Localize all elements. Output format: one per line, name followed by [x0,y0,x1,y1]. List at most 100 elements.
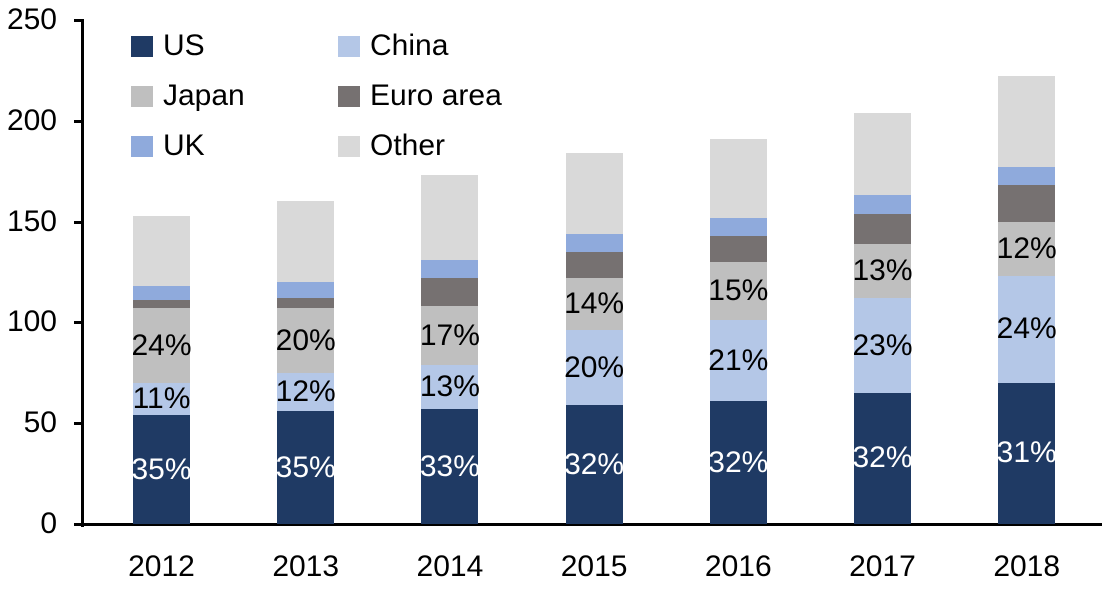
legend-item-japan: Japan [131,81,338,111]
x-tick-label-2014: 2014 [416,550,484,583]
bar-segment-euro-area-2017 [854,213,911,244]
bar-segment-uk-2012 [133,286,190,301]
y-axis-line [81,19,84,527]
legend-label: US [163,29,205,62]
segment-label-us-2018: 31% [996,436,1057,470]
bar-segment-china-2017 [854,298,911,393]
segment-label-us-2017: 32% [852,441,913,475]
legend-item-china: China [338,31,502,61]
bar-segment-us-2018 [998,382,1056,524]
segment-label-us-2014: 33% [419,449,480,483]
bar-segment-us-2012 [133,415,190,524]
legend-label: Euro area [370,79,502,112]
bar-segment-uk-2016 [709,217,767,236]
y-tick-200 [74,119,82,123]
segment-label-us-2016: 32% [708,445,769,479]
legend-item-other: Other [338,131,502,161]
bar-segment-other-2017 [854,112,911,196]
bar-segment-other-2012 [133,215,190,287]
bar-segment-other-2018 [998,76,1056,168]
y-tick-label-150: 150 [6,204,57,238]
bar-segment-uk-2018 [998,167,1056,186]
bar-segment-euro-area-2014 [421,278,479,307]
bar-segment-china-2014 [421,364,479,410]
bar-segment-china-2012 [133,382,190,416]
y-tick-label-100: 100 [6,305,57,339]
bar-segment-japan-2012 [133,308,190,383]
segment-label-china-2012: 11% [132,382,191,415]
segment-label-japan-2017: 13% [852,253,913,287]
segment-label-japan-2014: 17% [419,318,480,352]
segment-label-china-2018: 24% [996,312,1057,346]
bar-segment-uk-2014 [421,259,479,279]
x-axis-line [74,523,1102,526]
bar-segment-japan-2015 [565,278,623,331]
x-tick-label-2012: 2012 [128,550,195,583]
segment-label-china-2014: 13% [419,369,480,403]
bar-segment-uk-2015 [565,233,623,252]
bar-segment-us-2015 [565,405,623,524]
legend-label: Other [370,129,446,162]
y-tick-100 [74,321,82,325]
bar-segment-china-2013 [277,372,335,412]
bar-segment-us-2013 [277,411,335,524]
legend-item-euro-area: Euro area [338,81,502,111]
bar-segment-japan-2016 [709,261,767,321]
bar-segment-euro-area-2018 [998,185,1056,222]
x-tick-label-2016: 2016 [704,550,772,583]
bar-segment-euro-area-2012 [133,300,190,309]
segment-label-china-2016: 21% [708,343,769,377]
y-tick-150 [74,220,82,224]
segment-label-japan-2016: 15% [708,274,769,308]
y-tick-250 [74,19,82,22]
segment-label-china-2017: 23% [852,328,913,362]
legend-item-us: US [131,31,338,61]
x-tick-label-2013: 2013 [272,550,340,583]
y-tick-label-0: 0 [40,507,57,540]
bar-segment-china-2015 [565,330,623,406]
segment-label-japan-2015: 14% [564,287,625,321]
segment-label-china-2013: 12% [275,374,336,408]
bar-segment-other-2016 [709,138,767,218]
legend-swatch-icon [338,35,360,57]
legend-swatch-icon [131,85,153,107]
y-tick-label-50: 50 [23,406,57,440]
segment-label-china-2015: 20% [564,350,625,384]
segment-label-us-2013: 35% [275,450,336,484]
bar-segment-other-2014 [421,175,479,260]
bar-segment-japan-2013 [277,308,335,373]
segment-label-japan-2012: 24% [131,328,192,362]
segment-label-japan-2018: 12% [996,231,1057,265]
segment-label-us-2015: 32% [564,447,625,481]
legend-swatch-icon [131,135,153,157]
bar-segment-japan-2014 [421,306,479,365]
bar-segment-us-2014 [421,409,479,524]
bar-segment-other-2015 [565,153,623,234]
x-tick-label-2015: 2015 [560,550,628,583]
bar-segment-japan-2018 [998,221,1056,277]
legend-swatch-icon [338,135,360,157]
bar-segment-other-2013 [277,201,335,283]
legend-label: UK [163,129,205,162]
bar-segment-us-2016 [709,401,767,524]
segment-label-japan-2013: 20% [275,323,336,357]
bar-segment-china-2018 [998,276,1056,383]
bar-segment-euro-area-2013 [277,298,335,309]
bar-segment-us-2017 [854,392,911,524]
bar-segment-uk-2013 [277,282,335,299]
bar-segment-uk-2017 [854,195,911,214]
legend-label: Japan [163,79,245,112]
x-tick-label-2018: 2018 [993,550,1061,583]
bar-segment-japan-2017 [854,243,911,299]
legend-item-uk: UK [131,131,338,161]
y-tick-label-250: 250 [6,3,57,36]
legend-label: China [370,29,449,62]
x-tick-label-2017: 2017 [849,550,916,583]
legend-swatch-icon [131,35,153,57]
y-tick-label-200: 200 [6,103,57,137]
segment-label-us-2012: 35% [131,452,192,486]
bar-segment-euro-area-2016 [709,235,767,262]
y-tick-50 [74,422,82,426]
legend-swatch-icon [338,85,360,107]
